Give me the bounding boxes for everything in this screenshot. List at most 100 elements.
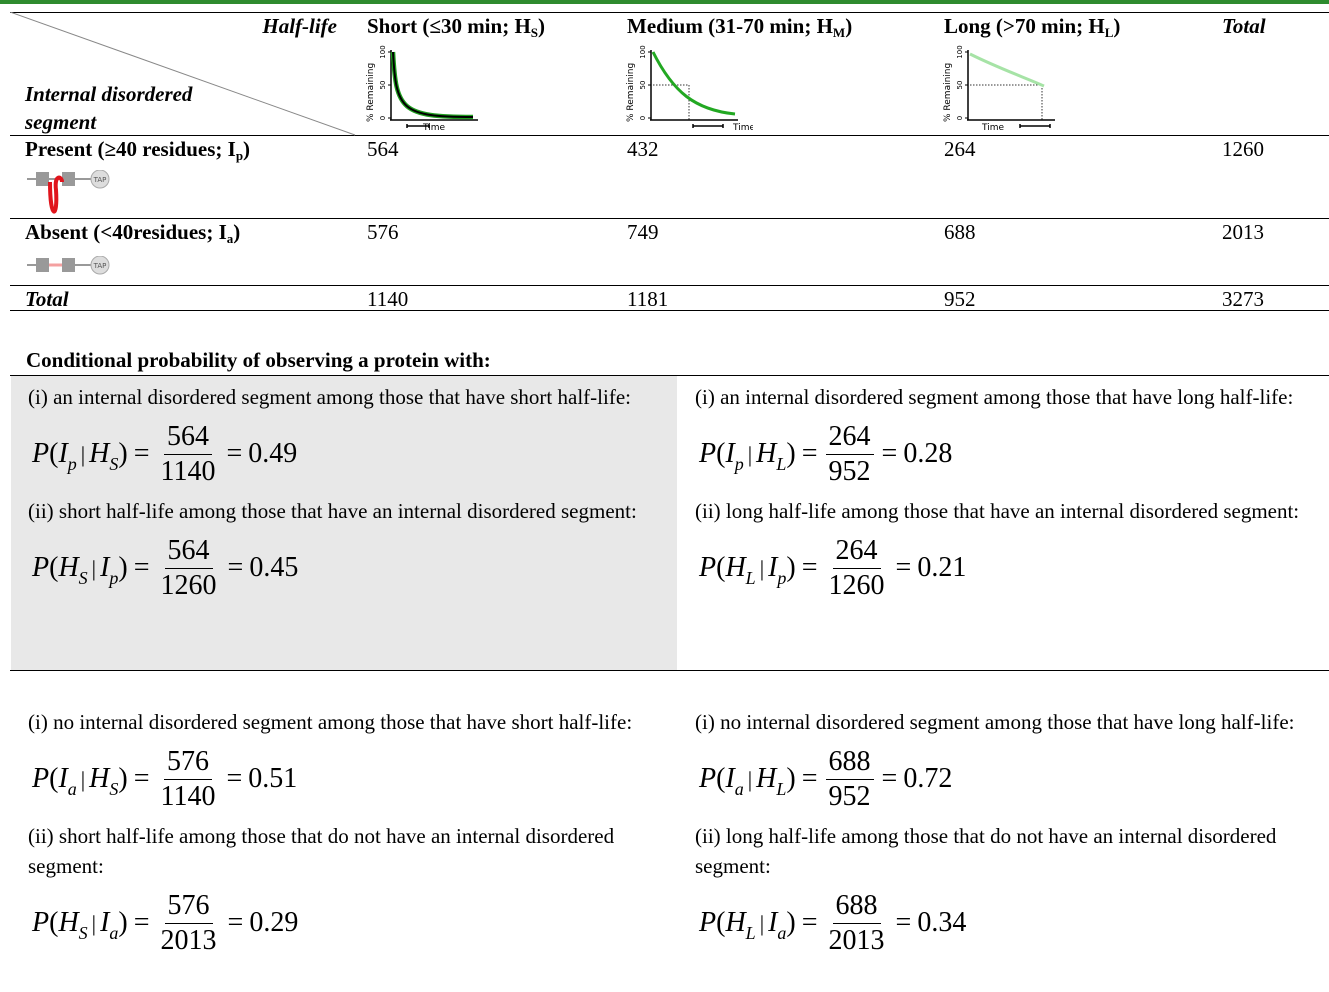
numerator: 564 [164,534,213,569]
column-header: Long (>70 min; HL) [932,12,1210,52]
chart-x-label: Time [732,123,753,132]
op [786,552,795,584]
table-rule [10,12,1329,13]
table-value: 564 [355,135,615,218]
table-value: 749 [615,218,932,285]
numerator: 576 [164,745,213,780]
arg-letter: H [89,763,110,794]
chart-y-tick-label: 100 [639,45,647,58]
arg-sub: L [776,454,787,474]
chart-x-label: Time [422,123,445,132]
label-text: Total [25,287,69,311]
op [876,438,904,470]
formula: PIaHS57611400.51 [28,737,665,821]
formula-arg: HL [725,907,755,942]
label-sub: S [530,25,539,40]
op [118,552,127,584]
probability-panel: (i) an internal disordered segment among… [678,376,1329,670]
formula: PIpHS56411400.49 [28,412,665,496]
formula-arg: Ip [725,438,743,473]
arg-letter: I [58,438,68,469]
denominator: 952 [828,455,871,487]
chart-y-tick-label: 0 [956,116,964,120]
table-rule [10,135,1329,136]
arg-sub: S [78,568,88,588]
value-text: 564 [367,137,399,161]
item-text: (i) no internal disordered segment among… [695,710,1295,734]
value-text: 3273 [1222,287,1264,311]
table-value: 952 [932,285,1210,311]
fraction: 264 952 [824,420,876,489]
fraction: 264 1260 [824,534,890,603]
chart-y-tick-label: 50 [379,81,387,90]
time-bar [406,124,430,128]
label-text: Present (≥40 residues; I [25,137,236,161]
formula-arg: HL [756,763,786,798]
decay-curve [651,51,736,116]
decay-curve-outline [390,51,474,120]
arg-letter: I [725,763,735,794]
op [876,763,904,795]
formula-function: P [32,438,50,469]
numerator: 688 [825,745,874,780]
op [756,907,768,939]
arg-sub: L [776,779,787,799]
arg-letter: H [756,763,777,794]
corner-diagonal [10,12,356,136]
item-text: (i) an internal disordered segment among… [28,385,631,409]
value-text: 688 [944,220,976,244]
tag [90,170,110,189]
chart-y-tick-label: 50 [956,81,964,90]
arg-letter: I [768,907,778,938]
arg-sub: p [777,568,787,588]
op [796,907,824,939]
op [796,763,824,795]
arg-sub: a [734,779,744,799]
chart-y-tick-label: 50 [639,81,647,90]
corner-column-label: Half-life [10,12,355,52]
table-value: 264 [932,135,1210,218]
formula-arg: HS [89,438,118,473]
arg-letter: H [725,552,746,583]
decay-curve [969,52,1045,88]
arg-sub: L [745,568,756,588]
arg-letter: H [89,438,110,469]
label-close: ) [538,14,546,38]
chart-y-tick-label: 0 [379,116,387,120]
op [890,552,918,584]
arg-letter: I [58,763,68,794]
op [744,763,756,795]
formula: PHLIp26412600.21 [695,526,1317,610]
column-header: Medium (31-70 min; HM) [615,12,932,52]
op [118,907,127,939]
chart-y-tick-label: 100 [379,45,387,58]
time-bar [692,124,724,128]
formula: PIaHL6889520.72 [695,737,1317,821]
table-value: 688 [932,218,1210,285]
label-close: ) [845,14,853,38]
corner-column-label-text: Half-life [262,14,337,38]
formula-arg: HS [58,907,87,942]
fraction: 576 2013 [156,889,222,958]
op [786,763,795,795]
arg-sub: a [67,779,77,799]
formula-arg: Ip [768,552,786,587]
half-life-guide [653,84,690,120]
result: 0.34 [917,907,967,938]
value-text: 432 [627,137,659,161]
op [118,763,127,795]
corner-row-label-text: Internal disordered segment [25,82,193,134]
numerator: 564 [164,420,213,455]
top-rule [0,0,1329,4]
row-label: Absent (<40residues; Ia) [10,218,355,285]
chart-y-label: % Remaining [943,63,953,122]
fraction: 576 1140 [156,745,221,814]
numerator: 688 [832,889,881,924]
op [222,907,250,939]
panel-rule [10,375,1329,376]
op [128,552,156,584]
row-label: Total [10,285,355,311]
numerator: 264 [825,420,874,455]
chart-y-label: % Remaining [366,63,376,122]
section-title-text: Conditional probability of observing a p… [26,348,491,372]
